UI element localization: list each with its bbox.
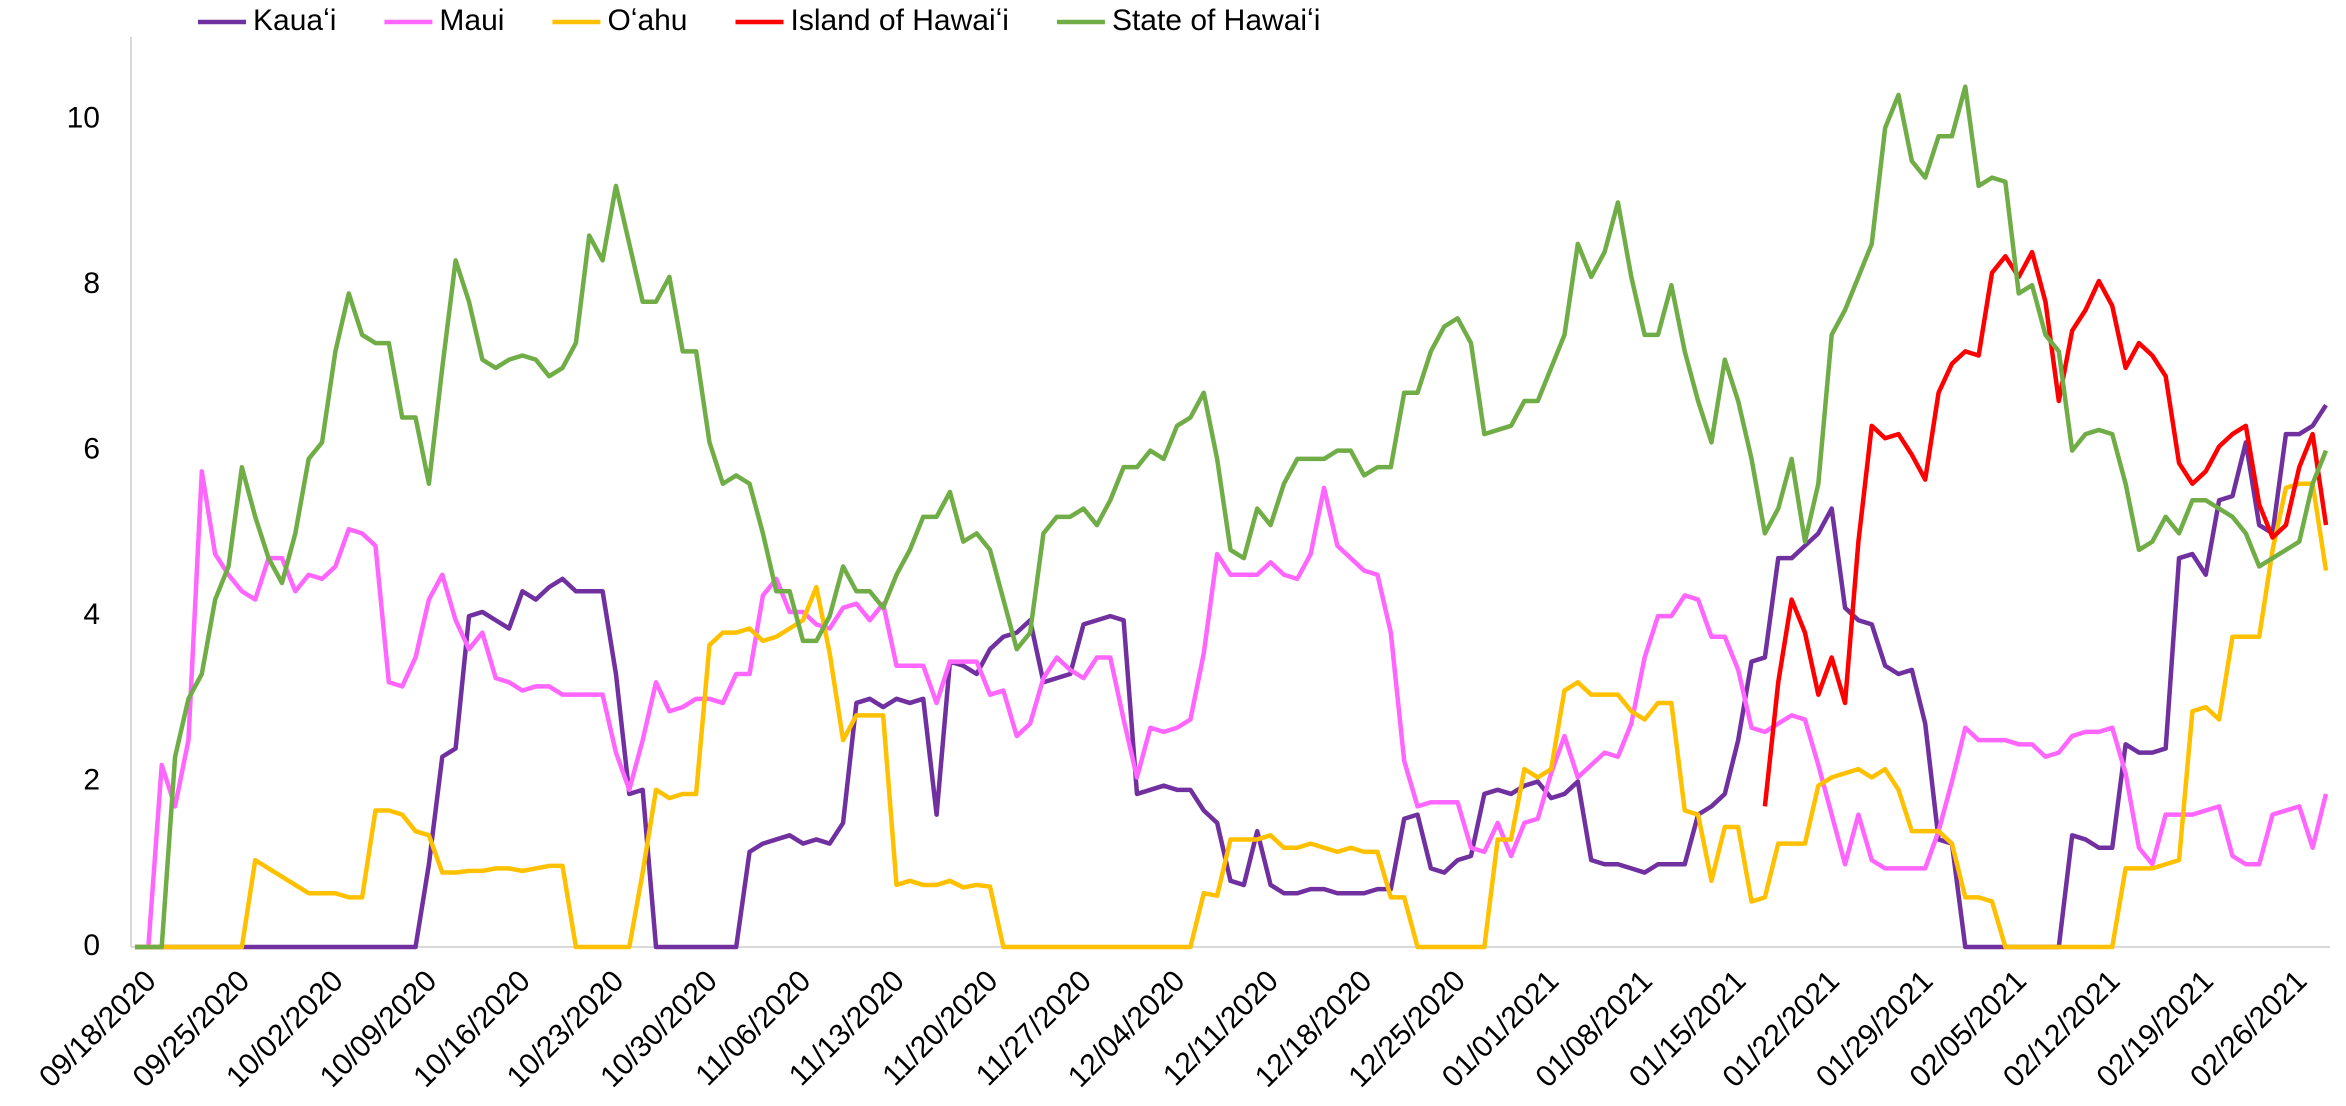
legend-item: Maui: [384, 4, 504, 37]
y-tick-label: 8: [83, 267, 100, 300]
legend-label: Maui: [439, 4, 504, 37]
legend-item: State of Hawaiʻi: [1056, 4, 1320, 37]
y-tick-label: 10: [67, 102, 100, 135]
series-line: [1762, 249, 2329, 807]
legend-label: Oʻahu: [607, 4, 687, 37]
legend-label: Island of Hawaiʻi: [791, 4, 1009, 37]
y-tick-label: 2: [83, 763, 100, 796]
series-line: [135, 481, 2329, 950]
legend-label: Kauaʻi: [253, 4, 336, 37]
y-tick-label: 6: [83, 433, 100, 466]
y-tick-label: 0: [83, 929, 100, 962]
series-line: [135, 469, 2329, 950]
legend-label: State of Hawaiʻi: [1112, 4, 1320, 37]
y-tick-label: 4: [83, 598, 100, 631]
series-line: [135, 403, 2328, 950]
legend-item: Oʻahu: [552, 4, 688, 37]
legend-item: Island of Hawaiʻi: [735, 4, 1009, 37]
series-line: [135, 84, 2329, 950]
legend-item: Kauaʻi: [198, 4, 336, 37]
